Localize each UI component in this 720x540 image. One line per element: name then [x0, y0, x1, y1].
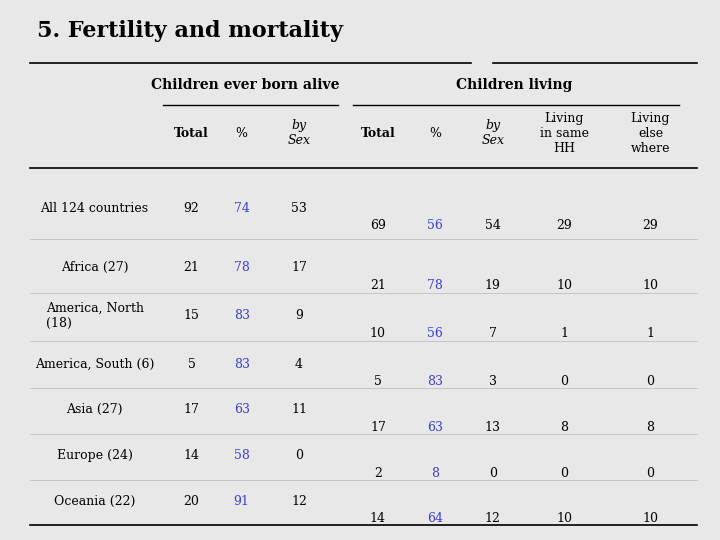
- Text: 92: 92: [184, 202, 199, 215]
- Text: 10: 10: [557, 512, 572, 525]
- Text: 91: 91: [234, 495, 250, 508]
- Text: 10: 10: [642, 512, 659, 525]
- Text: 8: 8: [560, 421, 568, 434]
- Text: 10: 10: [642, 279, 659, 292]
- Text: %: %: [235, 126, 248, 139]
- Text: 74: 74: [234, 202, 250, 215]
- Text: 10: 10: [557, 279, 572, 292]
- Text: 56: 56: [428, 219, 444, 232]
- Text: America, North
(18): America, North (18): [45, 302, 143, 329]
- Text: 14: 14: [184, 449, 199, 462]
- Text: Children ever born alive: Children ever born alive: [151, 78, 340, 92]
- Text: 13: 13: [485, 421, 500, 434]
- Text: Asia (27): Asia (27): [66, 403, 123, 416]
- Text: 8: 8: [647, 421, 654, 434]
- Text: 1: 1: [647, 327, 654, 340]
- Text: Oceania (22): Oceania (22): [54, 495, 135, 508]
- Text: 0: 0: [489, 467, 497, 480]
- Text: 5. Fertility and mortality: 5. Fertility and mortality: [37, 20, 343, 42]
- Text: 7: 7: [489, 327, 497, 340]
- Text: 1: 1: [560, 327, 568, 340]
- Text: 12: 12: [485, 512, 500, 525]
- Text: 0: 0: [560, 467, 568, 480]
- Text: 10: 10: [370, 327, 386, 340]
- Text: All 124 countries: All 124 countries: [40, 202, 149, 215]
- Text: 20: 20: [184, 495, 199, 508]
- Text: 0: 0: [560, 375, 568, 388]
- Text: Living
else
where: Living else where: [631, 111, 670, 154]
- Text: Total: Total: [361, 126, 395, 139]
- Text: 0: 0: [295, 449, 303, 462]
- Text: Europe (24): Europe (24): [57, 449, 132, 462]
- Text: 11: 11: [291, 403, 307, 416]
- Text: Living
in same
HH: Living in same HH: [540, 111, 589, 154]
- Text: America, South (6): America, South (6): [35, 357, 154, 370]
- Text: 8: 8: [431, 467, 439, 480]
- Text: 56: 56: [428, 327, 444, 340]
- Text: 19: 19: [485, 279, 500, 292]
- Text: Total: Total: [174, 126, 209, 139]
- Text: 14: 14: [370, 512, 386, 525]
- Text: 9: 9: [295, 309, 303, 322]
- Text: 58: 58: [234, 449, 250, 462]
- Text: 78: 78: [234, 261, 250, 274]
- Text: 83: 83: [234, 309, 250, 322]
- Text: 83: 83: [427, 375, 444, 388]
- Text: 21: 21: [184, 261, 199, 274]
- Text: by
Sex: by Sex: [287, 119, 310, 147]
- Text: 4: 4: [295, 357, 303, 370]
- Text: 3: 3: [489, 375, 497, 388]
- Text: 0: 0: [647, 467, 654, 480]
- Text: 63: 63: [234, 403, 250, 416]
- Text: 83: 83: [234, 357, 250, 370]
- Text: 29: 29: [643, 219, 658, 232]
- Text: 5: 5: [187, 357, 195, 370]
- Text: 17: 17: [184, 403, 199, 416]
- Text: 17: 17: [370, 421, 386, 434]
- Text: 12: 12: [291, 495, 307, 508]
- Text: 69: 69: [370, 219, 386, 232]
- Text: 21: 21: [370, 279, 386, 292]
- Text: 17: 17: [291, 261, 307, 274]
- Text: 29: 29: [557, 219, 572, 232]
- Text: 5: 5: [374, 375, 382, 388]
- Text: 15: 15: [184, 309, 199, 322]
- Text: 54: 54: [485, 219, 500, 232]
- Text: 53: 53: [291, 202, 307, 215]
- Text: Africa (27): Africa (27): [61, 261, 128, 274]
- Text: by
Sex: by Sex: [481, 119, 504, 147]
- Text: 64: 64: [427, 512, 444, 525]
- Text: 0: 0: [647, 375, 654, 388]
- Text: 2: 2: [374, 467, 382, 480]
- Text: Children living: Children living: [456, 78, 572, 92]
- Text: 78: 78: [428, 279, 444, 292]
- Text: %: %: [429, 126, 441, 139]
- Text: 63: 63: [427, 421, 444, 434]
